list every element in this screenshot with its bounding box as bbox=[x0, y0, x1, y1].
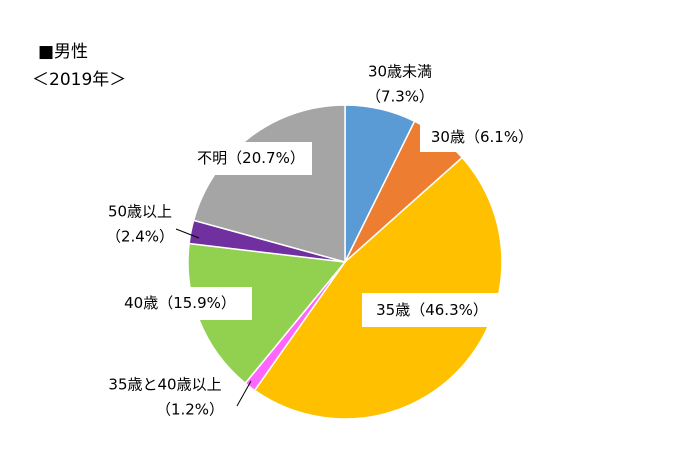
slice-label: 30歳未満 bbox=[368, 63, 432, 81]
slice-value-label: （20.7%） bbox=[227, 149, 305, 167]
pie-slice bbox=[187, 242, 347, 385]
leader-line bbox=[236, 380, 252, 407]
label-box bbox=[190, 142, 312, 175]
slice-label-group: 不明（20.7%） bbox=[197, 149, 305, 167]
slice-value-label: （6.1%） bbox=[465, 128, 533, 146]
slice-label: 50歳以上 bbox=[108, 203, 172, 221]
label-box bbox=[362, 293, 502, 327]
slice-label: 35歳と40歳以上 bbox=[108, 376, 221, 394]
slice-label-group: 40歳（15.9%） bbox=[124, 294, 236, 312]
label-box bbox=[108, 287, 252, 320]
chart-subtitle: ＜2019年＞ bbox=[32, 70, 126, 90]
slice-label: 不明 bbox=[197, 149, 227, 167]
label-box bbox=[420, 122, 545, 152]
slice-value-label: （15.9%） bbox=[158, 294, 236, 312]
slice-label: 40歳 bbox=[124, 294, 158, 312]
slice-label: 35歳 bbox=[376, 301, 410, 319]
leader-line bbox=[175, 228, 200, 239]
slice-label-group: 30歳（6.1%） bbox=[431, 128, 533, 146]
labels: 30歳未満 （7.3%） 30歳（6.1%） 35歳（46.3%） 35歳と40歳以上 （… bbox=[106, 63, 533, 419]
pie-slice bbox=[253, 156, 503, 420]
slice-value-label: （7.3%） bbox=[366, 88, 434, 106]
slice-value-label: （2.4%） bbox=[106, 228, 174, 246]
slice-value-label: （1.2%） bbox=[156, 401, 224, 419]
slice-label: 30歳 bbox=[431, 128, 465, 146]
slice-value-label: （46.3%） bbox=[410, 301, 488, 319]
chart-title: ■男性 bbox=[38, 42, 88, 62]
slice-label-group: 35歳（46.3%） bbox=[376, 301, 488, 319]
